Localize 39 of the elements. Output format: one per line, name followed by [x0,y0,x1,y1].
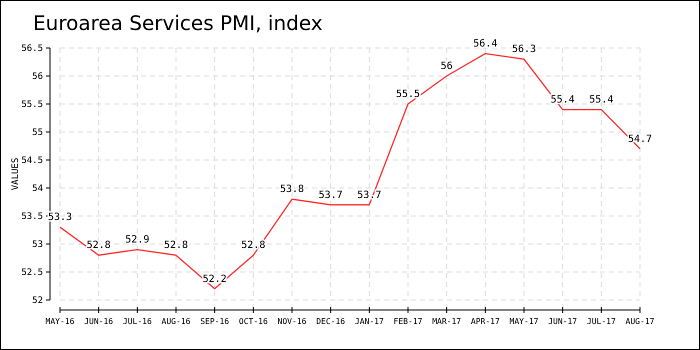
x-tick-label: NOV-16 [278,317,307,326]
x-tick-label: JUN-17 [548,317,578,326]
x-tick-label: MAY-17 [510,317,539,326]
data-label: 55.4 [589,94,614,106]
x-tick-label: DEC-16 [316,317,346,326]
y-tick-label: 54 [32,184,43,194]
data-label: 55.5 [396,89,420,100]
y-tick-label: 53.5 [21,212,43,222]
data-label: 53.7 [318,190,343,201]
data-label: 56.4 [473,38,498,50]
data-label: 52.2 [202,274,227,285]
x-tick-label: SEP-16 [200,317,230,326]
y-tick-label: 52 [32,296,43,306]
x-tick-label: FEB-17 [394,317,423,326]
x-tick-label: JAN-17 [354,317,384,326]
y-tick-label: 56.5 [21,44,43,54]
y-tick-label: 55 [32,128,43,138]
x-tick-label: AUG-16 [162,317,191,326]
y-tick-label: 53 [32,240,43,250]
data-label: 52.9 [125,234,150,246]
y-axis-title: VALUES [11,158,21,190]
y-tick-label: 52.5 [21,268,43,278]
x-tick-label: AUG-17 [626,317,655,326]
x-tick-label: APR-17 [470,317,500,326]
y-tick-label: 56 [32,72,43,82]
x-tick-label: OCT-16 [238,317,268,326]
x-tick-label: JUL-17 [586,317,616,326]
x-tick-label: MAR-17 [432,317,462,326]
x-tick-label: JUL-16 [122,317,152,326]
chart-title: Euroarea Services PMI, index [33,11,323,35]
data-label: 53.8 [280,184,304,196]
y-tick-label: 55.5 [21,100,43,110]
data-label: 52.8 [164,240,188,252]
data-label: 52.8 [86,240,111,252]
y-tick-label: 54.5 [21,156,43,166]
data-label: 56 [440,61,453,72]
x-tick-label: JUN-16 [84,317,114,326]
data-label: 56.3 [512,44,536,56]
x-tick-label: MAY-16 [46,317,75,326]
